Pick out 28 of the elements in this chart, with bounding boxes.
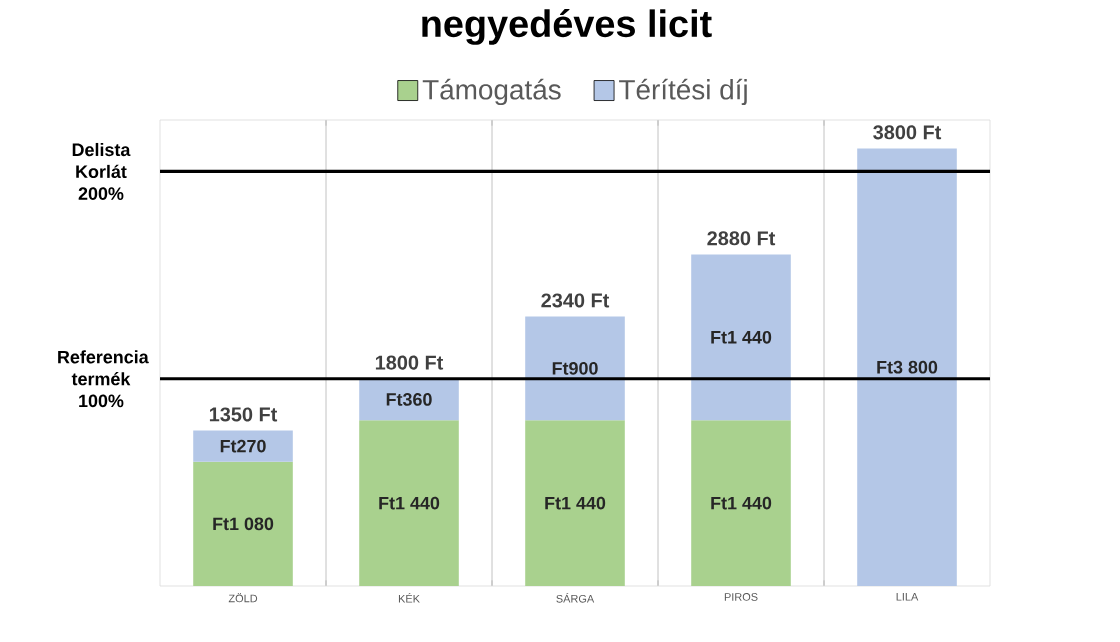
data-label: Ft900 — [552, 362, 598, 375]
legend-label: Térítési díj — [619, 78, 747, 106]
bar — [525, 316, 625, 421]
bar — [691, 420, 791, 586]
bar — [691, 254, 791, 421]
bar — [857, 148, 957, 586]
data-label: Ft1 080 — [213, 517, 274, 531]
data-label: Ft1 440 — [379, 496, 440, 510]
bar — [193, 430, 293, 462]
data-label: Ft1 440 — [711, 496, 772, 510]
bar — [193, 461, 293, 586]
ref-line-label: Delista Korlát 200% — [72, 142, 131, 200]
data-label: Ft1 440 — [711, 330, 772, 344]
data-label: Ft1 440 — [545, 496, 606, 510]
bar — [359, 378, 459, 421]
bar — [525, 420, 625, 586]
ref-line-label: Referencia termék 100% — [58, 350, 149, 408]
data-label: Ft360 — [386, 393, 432, 406]
bar — [359, 420, 459, 586]
total-label: 2340 Ft — [541, 293, 610, 308]
data-label: Ft270 — [220, 439, 266, 453]
data-label: Ft3 800 — [877, 360, 938, 374]
total-label: 1350 Ft — [209, 407, 278, 422]
total-label: 1800 Ft — [375, 355, 444, 370]
chart-title: negyedéves licit — [422, 9, 712, 45]
total-label: 2880 Ft — [707, 231, 776, 246]
total-label: 3800 Ft — [873, 125, 942, 140]
legend-label: Támogatás — [422, 78, 561, 106]
